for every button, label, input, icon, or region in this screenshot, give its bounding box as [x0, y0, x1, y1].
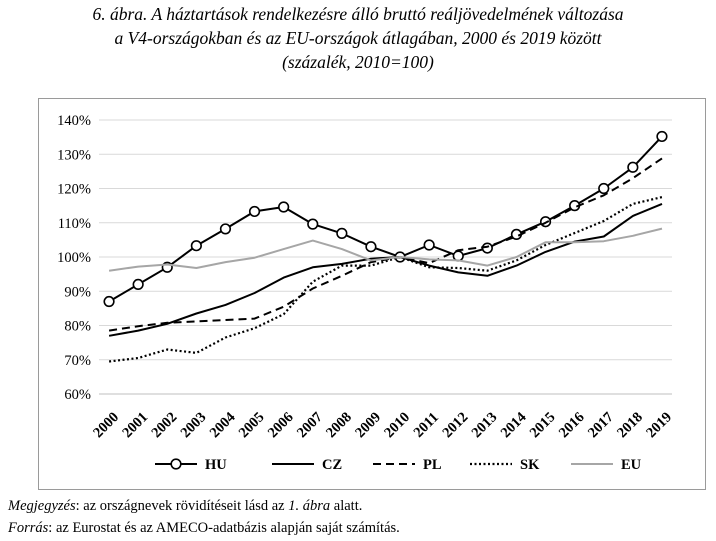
y-tick-label: 90%: [64, 284, 91, 300]
y-tick-label: 60%: [64, 387, 91, 403]
y-tick-label: 70%: [64, 353, 91, 369]
source-label: Forrás: [8, 520, 49, 536]
figure-title-line-2: a V4-országokban és az EU-országok átlag…: [114, 28, 602, 48]
note-line: Megjegyzés: az országnevek rövidítéseit …: [8, 495, 400, 517]
data-point-hu: [190, 240, 202, 252]
x-tick-label: 2011: [411, 410, 442, 441]
chart-frame: [38, 98, 706, 490]
data-point-hu: [365, 241, 377, 253]
source-text: : az Eurostat és az AMECO-adatbázis alap…: [48, 520, 400, 536]
y-tick-label: 80%: [64, 319, 91, 335]
y-axis-tick-labels: 60% 70% 80% 90% 100% 110% 120% 130% 140%: [57, 113, 91, 403]
source-line: Forrás: az Eurostat és az AMECO-adatbázi…: [8, 517, 400, 539]
x-tick-label: 2006: [265, 409, 297, 441]
x-tick-label: 2015: [527, 409, 559, 441]
x-tick-label: 2012: [440, 409, 472, 441]
x-tick-label: 2002: [149, 409, 181, 441]
data-point-hu: [219, 223, 232, 235]
data-point-hu: [248, 205, 261, 218]
y-tick-label: 140%: [57, 113, 91, 129]
x-tick-label: 2000: [90, 409, 122, 441]
x-tick-label: 2013: [469, 409, 501, 441]
legend-label-eu: EU: [621, 457, 642, 473]
data-point-hu: [598, 182, 610, 195]
x-tick-label: 2016: [556, 409, 588, 441]
note-label: Megjegyzés: [8, 498, 76, 514]
x-tick-label: 2009: [352, 409, 384, 441]
y-tick-label: 100%: [57, 250, 91, 266]
data-point-hu: [307, 218, 319, 230]
y-tick-label: 110%: [58, 216, 91, 232]
legend-label-sk: SK: [520, 457, 540, 473]
y-tick-label: 130%: [57, 147, 91, 163]
x-tick-label: 2018: [614, 409, 646, 441]
data-point-hu: [103, 295, 115, 308]
note-ref: 1. ábra: [288, 498, 331, 514]
data-point-hu: [132, 278, 144, 291]
x-tick-label: 2008: [323, 409, 355, 441]
x-tick-label: 2003: [178, 409, 210, 441]
data-point-hu: [627, 161, 639, 173]
series-line-eu: [108, 227, 663, 272]
figure-notes: Megjegyzés: az országnevek rövidítéseit …: [8, 495, 400, 539]
gridlines: [99, 119, 672, 395]
legend-label-hu: HU: [205, 457, 227, 473]
y-tick-label: 120%: [57, 182, 91, 198]
x-tick-label: 2005: [236, 409, 268, 441]
series-line-cz: [108, 202, 663, 337]
x-tick-label: 2010: [381, 409, 413, 441]
legend-marker-hu: [170, 458, 182, 470]
series-line-hu: [108, 135, 663, 303]
x-tick-label: 2007: [294, 409, 326, 441]
data-point-hu: [656, 130, 668, 143]
x-tick-label: 2014: [498, 409, 530, 441]
x-tick-label: 2017: [585, 409, 617, 441]
note-text-a: : az országnevek rövidítéseit lásd az: [75, 498, 289, 514]
series-line-sk: [108, 196, 663, 363]
legend-label-pl: PL: [423, 457, 442, 473]
series-lines: [103, 130, 668, 363]
x-tick-label: 2001: [119, 409, 151, 441]
x-axis: 2000200120022003200420052006200720082009…: [90, 393, 675, 441]
figure-title-line-3: (százalék, 2010=100): [282, 52, 434, 72]
figure-title-line-1: 6. ábra. A háztartások rendelkezésre áll…: [92, 4, 624, 24]
figure-title: 6. ábra. A háztartások rendelkezésre áll…: [0, 2, 716, 74]
data-point-hu: [423, 239, 435, 251]
legend: HU CZ PL SK EU: [155, 457, 642, 473]
data-point-hu: [278, 201, 290, 213]
legend-label-cz: CZ: [322, 457, 342, 473]
x-tick-label: 2004: [207, 409, 239, 441]
note-text-b: alatt.: [330, 498, 363, 514]
data-point-hu: [336, 227, 348, 239]
x-tick-label: 2019: [643, 409, 675, 441]
